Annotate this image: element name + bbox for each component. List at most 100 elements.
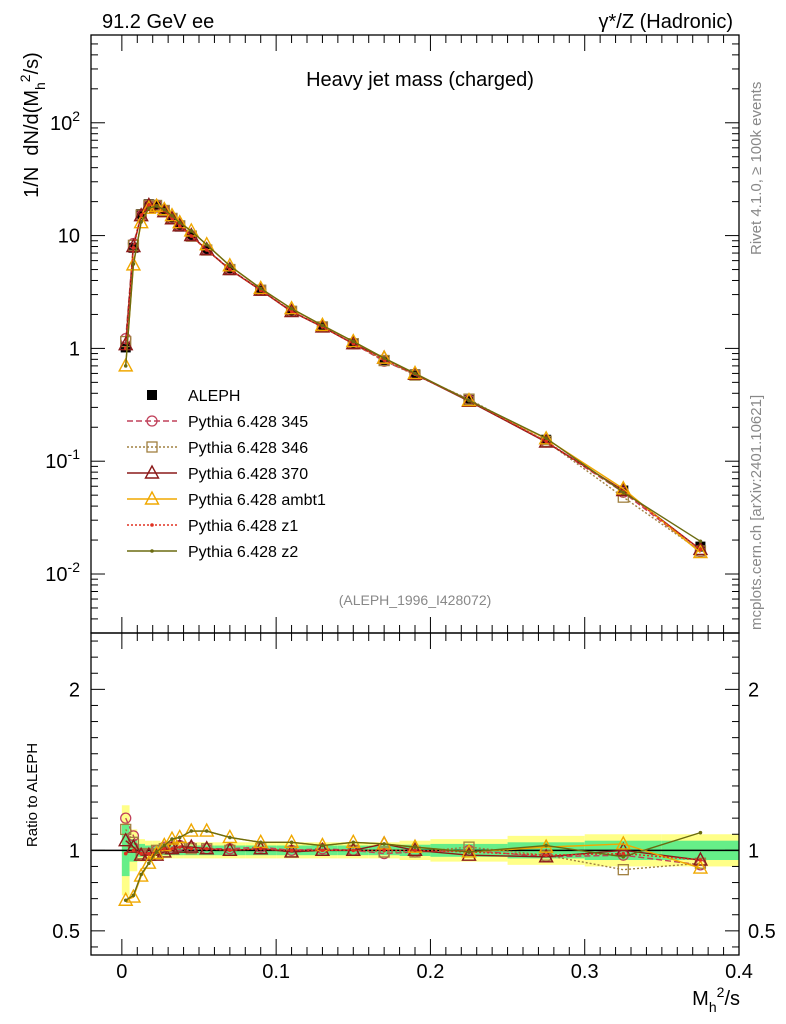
legend-entry: Pythia 6.428 z2 bbox=[127, 544, 298, 561]
ratio-point bbox=[183, 822, 199, 837]
ratio-y-tick-label: 1 bbox=[69, 840, 80, 862]
main-point bbox=[413, 371, 417, 376]
legend-entry: Pythia 6.428 345 bbox=[127, 414, 308, 431]
ratio-point bbox=[131, 848, 136, 853]
ratio-point bbox=[692, 859, 709, 874]
main-point bbox=[289, 306, 294, 311]
ratio-point bbox=[154, 850, 159, 854]
ratio-point bbox=[289, 848, 294, 853]
ratio-point bbox=[283, 833, 300, 848]
ratio-y-tick-label-right: 1 bbox=[748, 840, 759, 862]
legend-label: ALEPH bbox=[188, 388, 240, 405]
ratio-point bbox=[133, 867, 149, 882]
main-y-axis-label: 1/N dN/d(Mh2/s) bbox=[17, 52, 48, 198]
main-point bbox=[141, 196, 157, 212]
legend-entry: Pythia 6.428 z1 bbox=[127, 518, 298, 535]
main-point bbox=[289, 309, 294, 314]
ratio-point bbox=[382, 842, 386, 846]
ratio-point bbox=[345, 841, 361, 857]
main-point bbox=[123, 364, 128, 368]
ratio-series-5 bbox=[123, 829, 703, 903]
main-point bbox=[133, 214, 149, 229]
main-point bbox=[228, 263, 232, 268]
ratio-point bbox=[351, 848, 356, 853]
ratio-point bbox=[345, 833, 361, 848]
main-point bbox=[258, 286, 263, 291]
main-point bbox=[147, 203, 151, 207]
ratio-point bbox=[189, 846, 194, 851]
x-tick-label: 0.2 bbox=[417, 961, 445, 983]
ratio-point bbox=[120, 812, 132, 824]
ratio-point bbox=[378, 846, 390, 858]
main-point bbox=[204, 248, 209, 252]
ratio-point bbox=[538, 848, 554, 863]
ratio-point bbox=[617, 864, 629, 876]
ratio-point bbox=[258, 840, 263, 845]
main-point bbox=[139, 213, 143, 217]
ratio-series-line bbox=[125, 829, 701, 871]
main-point bbox=[621, 490, 626, 495]
main-point bbox=[172, 214, 188, 229]
ratio-point bbox=[199, 840, 215, 855]
main-point bbox=[170, 216, 174, 221]
main-point bbox=[544, 436, 548, 440]
ratio-point bbox=[413, 848, 417, 853]
ratio-point bbox=[407, 841, 423, 857]
ratio-frame bbox=[90, 632, 740, 956]
ratio-point bbox=[131, 893, 136, 898]
main-point bbox=[189, 229, 194, 233]
main-point bbox=[283, 300, 300, 315]
main-point bbox=[698, 539, 703, 544]
x-tick-label: 0.3 bbox=[571, 961, 599, 983]
main-point bbox=[692, 544, 709, 559]
main-title: Heavy jet mass (charged) bbox=[306, 69, 534, 91]
main-point bbox=[170, 213, 174, 218]
ratio-point bbox=[133, 846, 149, 861]
ratio-point bbox=[258, 846, 263, 851]
ratio-point bbox=[283, 843, 300, 858]
legend-label: Pythia 6.428 345 bbox=[188, 414, 308, 431]
ratio-point bbox=[147, 861, 151, 866]
main-point bbox=[320, 323, 325, 328]
ratio-point bbox=[199, 822, 215, 837]
ratio-point bbox=[123, 851, 128, 856]
ratio-point bbox=[177, 835, 182, 840]
legend-label: Pythia 6.428 z2 bbox=[188, 544, 298, 561]
main-point bbox=[147, 206, 151, 210]
legend-marker bbox=[150, 549, 154, 553]
ratio-point bbox=[147, 851, 151, 856]
ratio-marks bbox=[118, 812, 709, 906]
legend-entry: ALEPH bbox=[147, 388, 240, 405]
ratio-point bbox=[170, 846, 174, 851]
legend-entry: Pythia 6.428 ambt1 bbox=[127, 490, 326, 509]
x-tick-label: 0.4 bbox=[725, 961, 753, 983]
main-point bbox=[139, 220, 143, 224]
legend-marker bbox=[147, 390, 157, 400]
main-point bbox=[164, 207, 180, 222]
analysis-watermark: (ALEPH_1996_I428072) bbox=[339, 592, 492, 608]
legend-marker bbox=[144, 490, 160, 505]
x-tick-label: 0.1 bbox=[262, 961, 290, 983]
x-axis-label: Mh2/s bbox=[692, 984, 740, 1015]
ratio-point bbox=[615, 835, 631, 850]
legend-marker bbox=[146, 415, 158, 427]
main-point bbox=[118, 357, 134, 372]
ratio-point bbox=[162, 846, 167, 851]
legend-label: Pythia 6.428 z1 bbox=[188, 518, 298, 535]
ratio-point bbox=[544, 843, 548, 848]
rivet-label: Rivet 4.1.0, ≥ 100k events bbox=[748, 82, 765, 255]
ratio-y-tick-label-right: 0.5 bbox=[748, 921, 776, 943]
ratio-point bbox=[139, 872, 143, 877]
ratio-point bbox=[314, 841, 331, 857]
y-tick-label: 1 bbox=[69, 338, 80, 360]
main-point bbox=[162, 207, 167, 212]
ratio-point bbox=[125, 888, 142, 903]
y-tick-label: 102 bbox=[50, 108, 80, 135]
ratio-point bbox=[172, 829, 188, 844]
ratio-point bbox=[177, 845, 182, 849]
main-point bbox=[204, 242, 209, 247]
ratio-point bbox=[461, 843, 477, 858]
main-point bbox=[351, 339, 356, 344]
